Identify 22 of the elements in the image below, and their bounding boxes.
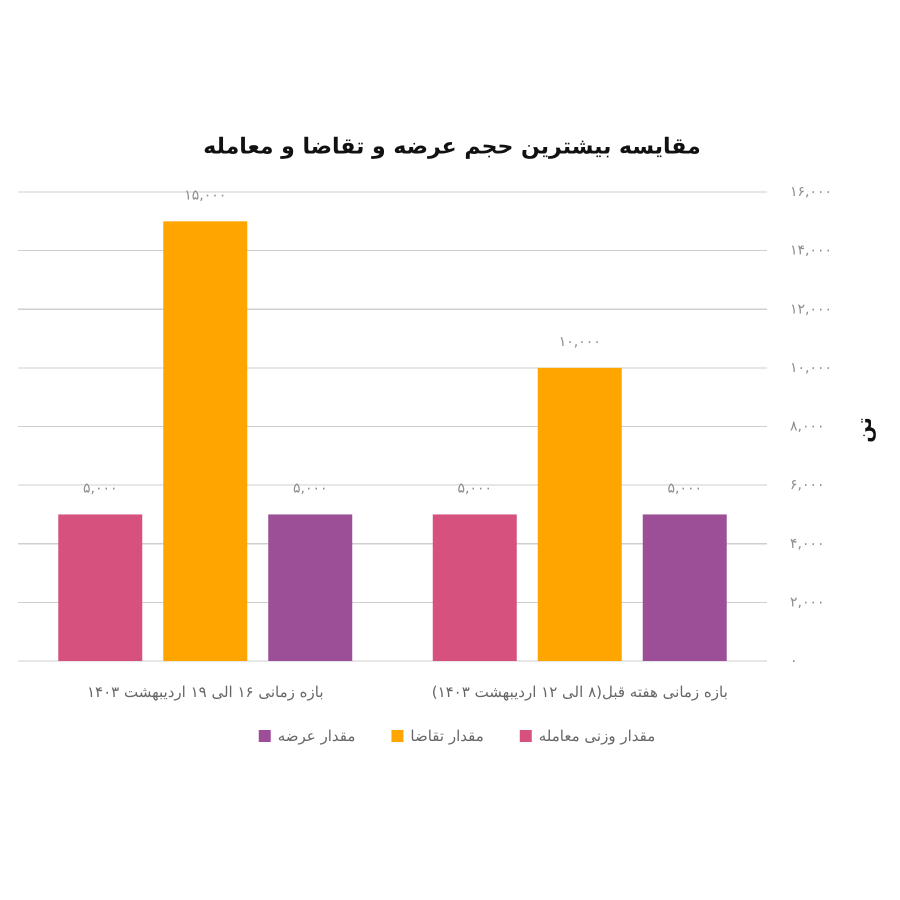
ytick-label: ۱۰,۰۰۰ [790, 360, 832, 376]
xtick-label: بازه زمانی ۱۶ الی ۱۹ اردیبهشت ۱۴۰۳ [86, 683, 324, 701]
data-label: ۵,۰۰۰ [667, 480, 702, 496]
ytick-label: ۰ [790, 653, 798, 669]
ytick-label: ۴,۰۰۰ [790, 536, 825, 552]
title: مقایسه بیشترین حجم عرضه و تقاضا و معامله [203, 134, 701, 160]
data-label: ۱۰,۰۰۰ [558, 334, 601, 350]
ytick-label: ۱۶,۰۰۰ [790, 184, 832, 200]
xtick-label: بازه زمانی هفته قبل(۸ الی ۱۲ اردیبهشت ۱۴۰۳) [432, 683, 728, 701]
legend-label: مقدار وزنی معامله [538, 727, 656, 745]
data-label: ۵,۰۰۰ [458, 480, 492, 496]
data-label: ۵,۰۰۰ [83, 480, 118, 496]
ytick-label: ۸,۰۰۰ [790, 418, 825, 434]
ytick-label: ۱۲,۰۰۰ [790, 301, 832, 318]
data-label: ۵,۰۰۰ [292, 480, 328, 496]
ytick-label: ۱۴,۰۰۰ [790, 242, 832, 259]
ytick-label: ۲,۰۰۰ [790, 594, 825, 610]
legend-label: مقدار تقاضا [410, 727, 484, 745]
ytick-label: ۶,۰۰۰ [790, 477, 825, 494]
legend-label: مقدار عرضه [278, 727, 356, 745]
ylabel: تن [852, 417, 876, 443]
data-label: ۱۵,۰۰۰ [184, 187, 226, 204]
